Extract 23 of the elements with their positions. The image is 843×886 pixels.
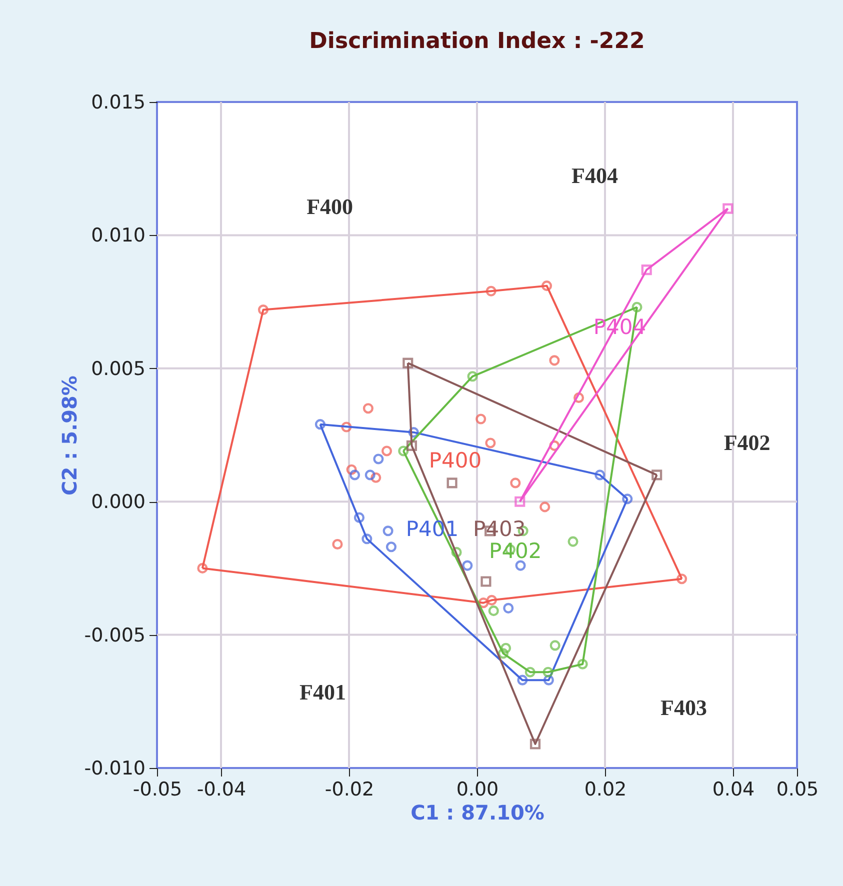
y-tick-label: 0.015 (91, 92, 146, 114)
annotation: F404 (572, 162, 618, 188)
x-tick-label: 0.04 (712, 778, 755, 800)
annotation: F401 (300, 680, 346, 705)
annotation: F403 (660, 695, 707, 720)
y-tick-label: 0.000 (91, 491, 146, 514)
annotation: F402 (724, 430, 770, 455)
chart-title: Discrimination Index : -222 (309, 29, 645, 54)
y-tick-label: 0.010 (91, 224, 146, 247)
x-tick-label: 0.00 (456, 778, 499, 800)
y-tick-label: -0.010 (84, 758, 146, 780)
y-tick-label: -0.005 (84, 624, 146, 646)
x-tick-label: -0.04 (196, 778, 246, 800)
annotation: F400 (306, 194, 354, 220)
annotation: P400 (428, 448, 482, 473)
y-tick-label: 0.005 (91, 358, 146, 380)
y-axis-title: C2 : 5.98% (57, 376, 82, 496)
x-tick-label: -0.02 (324, 778, 374, 800)
x-axis-title: C1 : 87.10% (410, 800, 544, 824)
annotation: P402 (489, 539, 542, 564)
x-tick-label: 0.02 (584, 778, 627, 800)
x-tick-label: -0.05 (132, 778, 182, 800)
x-tick-label: 0.05 (776, 778, 819, 800)
